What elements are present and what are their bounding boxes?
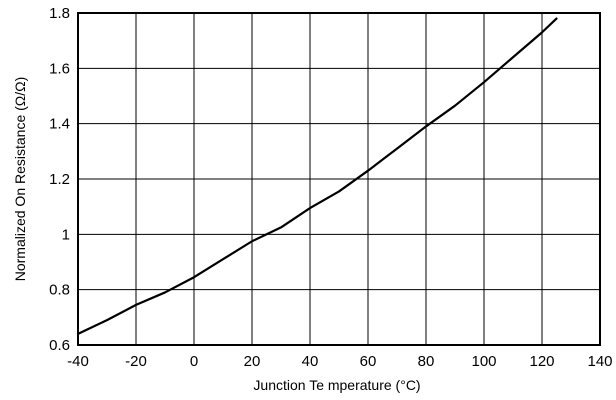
y-tick-label: 1 (62, 226, 70, 243)
y-tick-label: 1.2 (49, 171, 70, 188)
tick-labels: -40 -20 0 20 40 60 80 100 120 140 0.6 0.8 1 1.2 1.4 1.6… (49, 5, 612, 370)
y-tick-label: 1.6 (49, 60, 70, 77)
y-tick-label: 1.8 (49, 5, 70, 22)
x-tick-label: -40 (67, 353, 89, 370)
series-layer (76, 17, 558, 336)
x-tick-label: 40 (302, 353, 319, 370)
x-tick-label: 60 (360, 353, 377, 370)
y-tick-label: 0.8 (49, 282, 70, 299)
x-tick-label: 20 (244, 353, 261, 370)
x-tick-label: 140 (587, 353, 612, 370)
x-tick-label: 0 (190, 353, 198, 370)
x-tick-label: -20 (125, 353, 147, 370)
series-line-0 (76, 17, 558, 336)
x-axis-title: Junction Te mperature (°C) (253, 377, 420, 393)
y-axis-title: Normalized On Resistance (Ω/Ω) (12, 77, 28, 282)
y-tick-label: 0.6 (49, 337, 70, 354)
x-tick-label: 120 (529, 353, 554, 370)
x-tick-label: 100 (471, 353, 496, 370)
x-tick-label: 80 (418, 353, 435, 370)
grid (78, 13, 600, 345)
plot-frame (77, 12, 601, 346)
y-tick-label: 1.4 (49, 116, 70, 133)
